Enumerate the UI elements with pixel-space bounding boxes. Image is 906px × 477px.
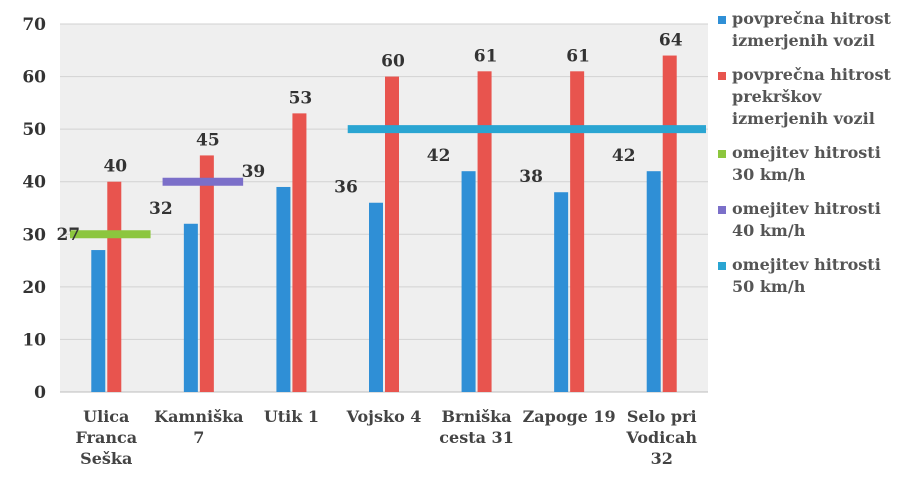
legend-item: povprečna hitrost izmerjenih vozil <box>716 8 906 52</box>
bar-series0 <box>276 186 291 392</box>
x-category-label: Kamniška 7 <box>154 407 243 447</box>
legend-swatch <box>718 72 726 80</box>
bar-series0 <box>554 192 569 392</box>
data-label: 39 <box>242 162 266 182</box>
y-tick-label: 20 <box>22 278 46 298</box>
y-axis-ticks: 0 10 20 30 40 50 60 70 <box>22 15 46 403</box>
legend-label: omejitev hitrosti 30 km/h <box>732 143 881 184</box>
data-label: 42 <box>427 146 451 166</box>
bar-series1 <box>385 76 399 393</box>
bar-series1 <box>662 55 677 393</box>
y-tick-label: 10 <box>22 330 46 350</box>
bar-series0 <box>461 171 476 392</box>
x-category-label: Ulica Franca Seška <box>75 407 137 468</box>
bars <box>91 55 677 393</box>
bar-series0 <box>183 223 198 392</box>
legend-swatch <box>718 150 726 158</box>
bar-series1 <box>199 155 214 392</box>
data-label: 32 <box>149 199 173 219</box>
x-category-label: Zapoge 19 <box>523 407 616 426</box>
y-tick-label: 50 <box>22 120 46 140</box>
data-label: 64 <box>659 31 683 51</box>
legend-label: povprečna hitrost izmerjenih vozil <box>732 9 891 50</box>
y-tick-label: 70 <box>22 15 46 35</box>
y-tick-label: 30 <box>22 225 46 245</box>
data-label: 60 <box>381 52 405 72</box>
bar-series0 <box>646 171 661 392</box>
data-label: 61 <box>566 46 590 66</box>
data-labels: 27 40 32 45 39 53 36 60 42 61 38 61 42 64 <box>56 31 682 246</box>
x-axis-categories: Ulica Franca Seška Kamniška 7 Utik 1 Vojsko 4 B… <box>75 407 697 468</box>
bar-series1 <box>477 71 492 393</box>
y-tick-label: 60 <box>22 68 46 88</box>
data-label: 27 <box>56 225 80 245</box>
legend-swatch <box>718 206 726 214</box>
x-category-label: Selo pri Vodicah 32 <box>625 407 697 468</box>
legend-swatch <box>718 16 726 24</box>
data-label: 42 <box>612 146 636 166</box>
y-tick-label: 40 <box>22 173 46 193</box>
legend-item: povprečna hitrost prekrškov izmerjenih v… <box>716 64 906 130</box>
data-label: 40 <box>103 157 127 177</box>
data-label: 45 <box>196 130 220 150</box>
bar-series1 <box>107 181 122 392</box>
legend-swatch <box>718 262 726 270</box>
legend-item: omejitev hitrosti 50 km/h <box>716 254 906 298</box>
x-category-label: Brniška cesta 31 <box>439 407 514 447</box>
data-label: 38 <box>519 167 543 187</box>
x-category-label: Vojsko 4 <box>346 407 422 426</box>
legend: povprečna hitrost izmerjenih vozil povpre… <box>716 8 906 310</box>
plot-area <box>60 24 708 392</box>
legend-item: omejitev hitrosti 40 km/h <box>716 198 906 242</box>
data-label: 61 <box>474 46 498 66</box>
speed-limit-lines <box>70 125 706 239</box>
bar-series1 <box>292 113 307 392</box>
x-category-label: Utik 1 <box>264 407 319 426</box>
legend-label: omejitev hitrosti 50 km/h <box>732 255 881 296</box>
legend-label: povprečna hitrost prekrškov izmerjenih v… <box>732 65 891 128</box>
data-label: 36 <box>334 178 358 198</box>
bar-series0 <box>91 250 106 392</box>
data-label: 53 <box>289 88 313 108</box>
legend-label: omejitev hitrosti 40 km/h <box>732 199 881 240</box>
bar-series1 <box>570 71 585 393</box>
y-tick-label: 0 <box>34 383 46 403</box>
legend-item: omejitev hitrosti 30 km/h <box>716 142 906 186</box>
bar-series0 <box>369 202 383 392</box>
